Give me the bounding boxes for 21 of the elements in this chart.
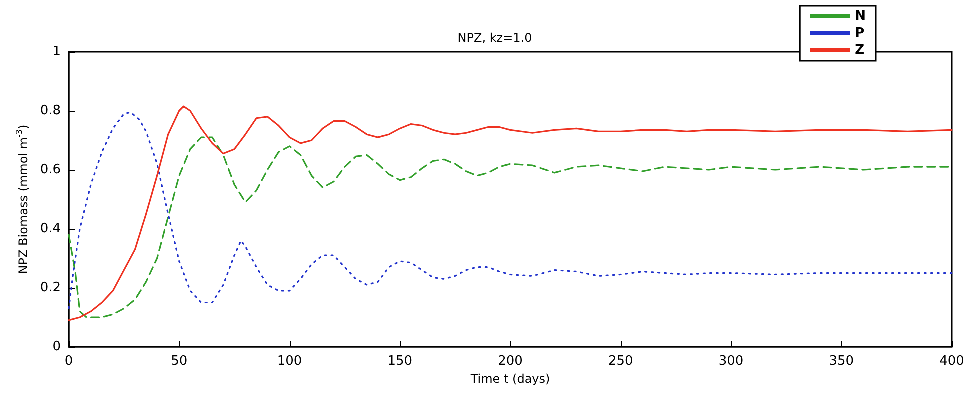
x-tick-label: 250 (608, 354, 634, 369)
x-tick-label: 200 (498, 354, 523, 369)
y-tick-label: 0.8 (40, 104, 61, 118)
y-tick-label: 0.6 (40, 162, 61, 178)
x-tick-label: 300 (718, 354, 744, 369)
y-tick-label: 0.4 (40, 222, 61, 236)
y-axis-title: NPZ Biomass (mmol m-3) (14, 124, 30, 274)
x-axis-title: Time t (days) (470, 372, 550, 386)
x-tick-label: 350 (829, 354, 854, 369)
x-tick-label: 50 (171, 354, 188, 369)
y-tick-label: 0 (52, 340, 61, 354)
x-tick-label: 400 (940, 354, 964, 369)
chart-title: NPZ, kz=1.0 (458, 31, 532, 45)
y-tick-label: 0.2 (40, 280, 61, 296)
legend-label: Z (855, 43, 865, 58)
legend-label: P (855, 26, 865, 41)
x-tick-label: 150 (388, 354, 413, 369)
x-tick-label: 100 (277, 354, 302, 369)
y-tick-label: 1 (52, 44, 61, 60)
x-tick-label: 0 (64, 354, 74, 369)
legend-label: N (855, 9, 866, 24)
